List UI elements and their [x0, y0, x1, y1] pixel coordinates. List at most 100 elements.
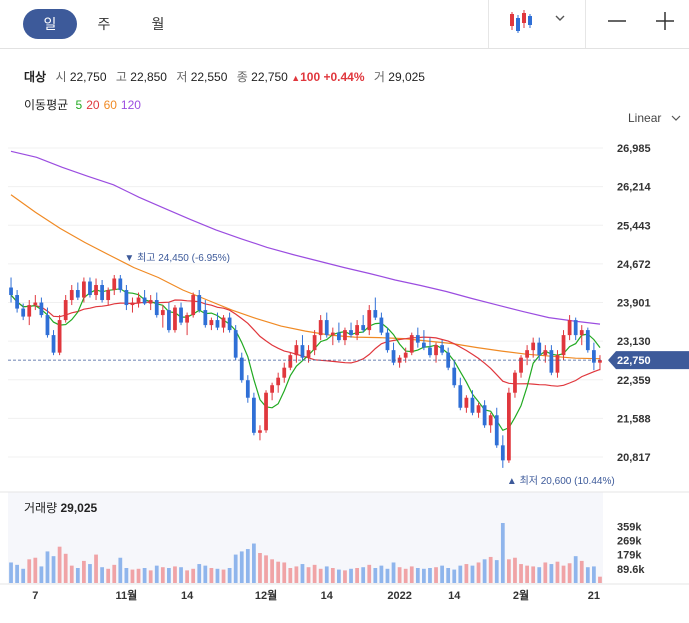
- candle-body: [458, 385, 463, 408]
- volume-bar: [75, 568, 80, 583]
- chevron-down-icon: [671, 115, 681, 121]
- candle-body: [391, 350, 396, 363]
- price-tick-label: 26,214: [617, 182, 652, 194]
- candle-body: [507, 392, 511, 461]
- chart-type-selector[interactable]: [488, 0, 585, 48]
- candle-body: [227, 317, 232, 331]
- scale-selector[interactable]: Linear: [628, 111, 681, 125]
- volume-bar: [45, 551, 50, 583]
- candle-body: [9, 287, 13, 296]
- close-value: 22,750: [251, 70, 288, 84]
- volume-bar: [154, 565, 159, 583]
- volume-bar: [476, 562, 481, 583]
- x-tick-label: 7: [32, 590, 38, 602]
- candle-body: [349, 330, 353, 336]
- candle-body: [397, 357, 402, 363]
- candle-body: [598, 360, 602, 363]
- plus-icon[interactable]: [656, 12, 674, 30]
- volume-bar: [464, 564, 469, 583]
- volume-bar: [494, 560, 499, 583]
- candle-body: [288, 355, 293, 368]
- volume-bar: [537, 567, 542, 583]
- volume-bar: [227, 568, 232, 583]
- volume-bar: [507, 559, 511, 583]
- volume-bar: [160, 567, 165, 583]
- candle-body: [264, 392, 268, 431]
- candle-body: [106, 290, 111, 301]
- price-tick-label: 25,443: [617, 220, 651, 232]
- volume-panel-bg: [8, 492, 603, 584]
- candle-body: [525, 350, 529, 358]
- volume-bar: [373, 568, 378, 583]
- candle-body: [470, 397, 475, 413]
- candle-body: [318, 320, 323, 336]
- volume-bar: [288, 568, 293, 583]
- volume-bar: [324, 566, 329, 583]
- volume-bar: [118, 557, 123, 583]
- candle-body: [585, 330, 590, 351]
- ma-legend-item-60: 60: [103, 98, 117, 112]
- volume-bar: [470, 565, 475, 583]
- candle-body: [306, 350, 311, 358]
- candle-body: [45, 315, 50, 336]
- ma-legend-label: 이동평균: [24, 98, 69, 112]
- candle-body: [51, 335, 56, 353]
- volume-bar: [270, 559, 274, 583]
- candle-body: [300, 345, 305, 358]
- x-tick-label: 2월: [513, 588, 529, 602]
- tab-2[interactable]: 월: [151, 16, 165, 32]
- change-value: 100: [300, 70, 321, 84]
- volume-bar: [549, 564, 554, 583]
- candle-body: [488, 415, 493, 426]
- volume-bar: [21, 568, 26, 583]
- volume-bar: [513, 557, 517, 583]
- candle-body: [63, 300, 68, 321]
- volume-bar: [391, 562, 396, 583]
- candle-body: [312, 335, 317, 351]
- volume-bar: [525, 565, 529, 583]
- current-price-tag: [608, 351, 689, 370]
- volume-bar: [167, 568, 171, 583]
- moving-average-legend[interactable]: 이동평균 5 20 60 120: [24, 96, 141, 113]
- volume-bar: [452, 569, 457, 583]
- x-tick-label: 14: [181, 590, 194, 602]
- candle-body: [330, 332, 335, 336]
- candle-body: [567, 320, 572, 336]
- high-annotation: ▼ 최고 24,450 (-6.95%): [124, 252, 230, 264]
- tab-1[interactable]: 주: [97, 16, 111, 32]
- volume-bar: [33, 557, 38, 583]
- volume-bar: [82, 560, 86, 583]
- ma-legend-item-20: 20: [86, 98, 100, 112]
- candle-body: [142, 297, 147, 304]
- candle-body: [258, 430, 262, 433]
- volume-bar: [185, 570, 189, 583]
- volume-bar: [252, 543, 256, 583]
- candle-body: [537, 342, 542, 356]
- volume-bar: [543, 562, 548, 583]
- open-label: 시: [55, 70, 67, 84]
- candle-body: [592, 350, 596, 363]
- volume-bar: [294, 566, 299, 583]
- candle-body: [191, 295, 196, 316]
- high-value: 22,850: [130, 70, 167, 84]
- volume-label: 거: [373, 70, 385, 84]
- volume-bar: [258, 553, 262, 583]
- candle-body: [324, 320, 329, 336]
- candle-body: [57, 320, 62, 353]
- candle-body: [221, 317, 226, 328]
- tab-0[interactable]: 일: [23, 9, 77, 39]
- volume-bar: [415, 568, 420, 583]
- volume-title: 거래량 29,025: [24, 499, 97, 516]
- open-value: 22,750: [69, 70, 107, 84]
- candle-body: [531, 342, 536, 351]
- price-tick-label: 22,359: [617, 375, 651, 387]
- candle-body: [252, 397, 256, 433]
- price-tick-label: 21,588: [617, 413, 651, 425]
- volume-bar: [598, 576, 602, 583]
- candle-body: [136, 297, 141, 303]
- candle-body: [355, 325, 359, 336]
- volume-bar: [337, 569, 341, 583]
- candle-body: [154, 300, 159, 316]
- price-tick-label: 23,901: [617, 298, 651, 310]
